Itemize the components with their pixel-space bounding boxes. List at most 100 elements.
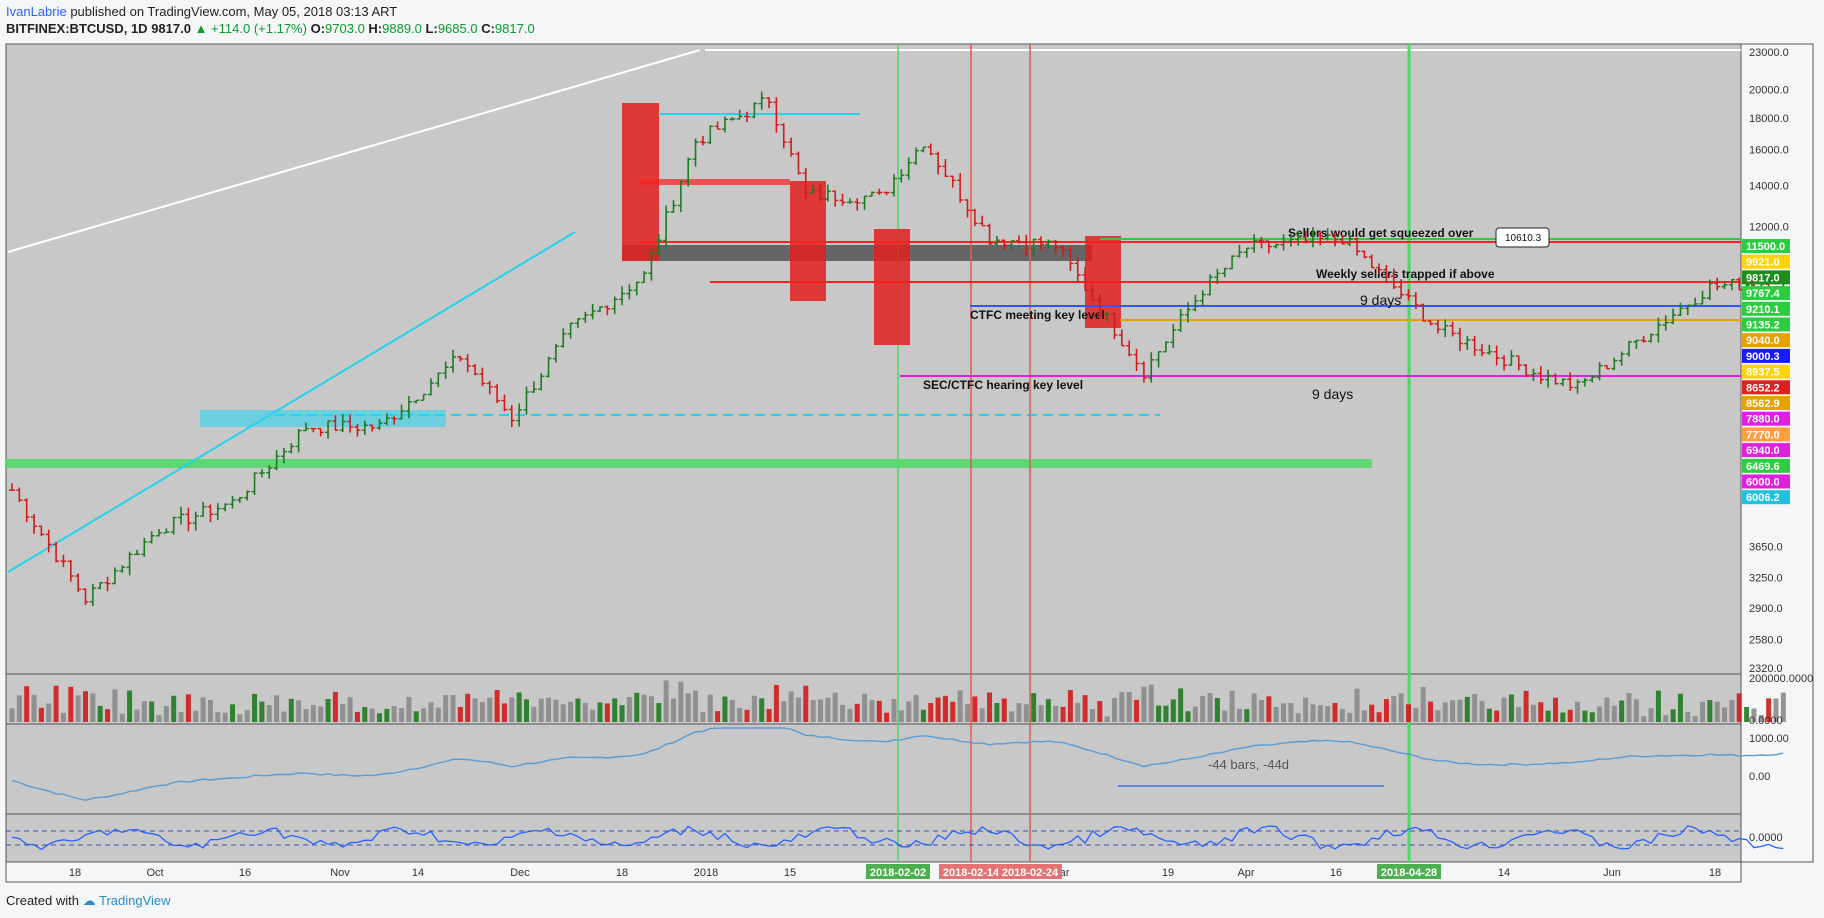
price-tick-label: 20000.0 xyxy=(1749,85,1789,97)
price-change: ▲ +114.0 (+1.17%) xyxy=(194,21,307,36)
volume-bar xyxy=(1067,690,1073,722)
annotation-9-days-2: 9 days xyxy=(1312,386,1353,402)
time-tick-label: 14 xyxy=(1498,867,1510,879)
volume-bar xyxy=(332,691,338,722)
date-marker-bg xyxy=(1377,864,1441,879)
volume-bar xyxy=(1214,697,1220,722)
volume-bar xyxy=(1023,704,1029,722)
tradingview-link[interactable]: TradingView xyxy=(99,893,171,908)
callout-box xyxy=(1495,227,1550,248)
oscillator-line xyxy=(11,727,1784,802)
price-label-bg xyxy=(1742,380,1790,395)
volume-bar xyxy=(1391,696,1397,722)
volume-bar xyxy=(575,698,581,722)
time-tick-label: 16 xyxy=(1330,867,1342,879)
volume-bar xyxy=(920,709,926,722)
volume-bar xyxy=(1633,699,1639,722)
volume-bar xyxy=(38,707,44,722)
volume-bar xyxy=(325,699,331,722)
volume-bar xyxy=(759,698,765,722)
volume-bar xyxy=(825,697,831,722)
volume-bar xyxy=(310,704,316,722)
price-tick-label: 16000.0 xyxy=(1749,144,1789,156)
last-price: 9817.0 xyxy=(151,21,191,36)
price-label-bg xyxy=(1742,317,1790,332)
volume-bar xyxy=(626,697,632,722)
volume-bar xyxy=(472,698,478,722)
volume-bar xyxy=(457,706,463,722)
volume-bar xyxy=(185,694,191,722)
time-tick-label: 19 xyxy=(1162,867,1174,879)
volume-bar xyxy=(663,680,669,722)
date-marker-label: 2018-04-28 xyxy=(1381,867,1437,879)
volume-bar xyxy=(524,699,529,722)
volume-bar xyxy=(1053,705,1059,722)
volume-bar xyxy=(1134,699,1140,722)
price-pane[interactable] xyxy=(5,43,1742,675)
volume-bar xyxy=(766,708,772,722)
price-label-bg xyxy=(1742,254,1790,269)
volume-bar xyxy=(112,689,118,722)
time-tick-label: 18 xyxy=(1709,867,1721,879)
volume-bar xyxy=(24,686,30,722)
volume-bar xyxy=(399,708,405,722)
volume-bar xyxy=(994,702,1000,722)
publish-info: published on TradingView.com, May 05, 20… xyxy=(66,4,398,19)
volume-bar xyxy=(1413,707,1419,722)
volume-bar xyxy=(707,694,713,722)
rsi-pane[interactable] xyxy=(5,813,1742,863)
volume-bar xyxy=(1060,706,1066,722)
annotation-weekly-sellers: Weekly sellers trapped if above xyxy=(1316,267,1495,281)
high-value: 9889.0 xyxy=(382,21,422,36)
volume-bar xyxy=(795,697,801,722)
volume-bar xyxy=(347,697,353,722)
volume-bar xyxy=(479,702,485,722)
time-tick-label: Dec xyxy=(510,867,530,879)
volume-bar xyxy=(1288,703,1294,722)
volume-bar xyxy=(1641,716,1647,722)
volume-bar xyxy=(1619,700,1625,722)
trend-line-white xyxy=(7,49,701,253)
volume-bar xyxy=(641,694,647,722)
volume-bar xyxy=(1648,708,1654,722)
symbol-ohlc-line: BITFINEX:BTCUSD, 1D 9817.0 ▲ +114.0 (+1.… xyxy=(6,21,535,36)
price-label-bg xyxy=(1742,333,1790,348)
volume-bar xyxy=(700,712,706,722)
volume-bar xyxy=(656,703,662,722)
rsi-layer xyxy=(6,824,1784,851)
volume-bar xyxy=(266,705,272,722)
volume-bar xyxy=(928,702,934,722)
volume-bar xyxy=(134,709,140,722)
time-tick-label: 18 xyxy=(616,867,628,879)
volume-axis-top: 200000.0000 xyxy=(1749,673,1813,685)
support-band xyxy=(6,459,1372,468)
price-label: 9000.3 xyxy=(1746,351,1780,363)
volume-bar xyxy=(9,708,15,722)
volume-bar xyxy=(1597,706,1603,722)
volume-bar xyxy=(465,693,471,722)
volume-bar xyxy=(1516,707,1522,722)
price-label-bg xyxy=(1742,286,1790,301)
volume-bar xyxy=(1303,697,1309,722)
volume-bar xyxy=(384,708,390,722)
volume-bar xyxy=(788,691,794,722)
volume-bar xyxy=(509,697,515,722)
volume-bar xyxy=(832,692,838,722)
author-link[interactable]: IvanLabrie xyxy=(6,4,67,19)
oscillator-pane[interactable] xyxy=(5,723,1742,815)
volume-bar xyxy=(1031,693,1037,722)
volume-bar xyxy=(1207,693,1213,722)
low-value: 9685.0 xyxy=(437,21,478,36)
volume-bar xyxy=(876,700,882,722)
rsi-line xyxy=(11,824,1784,851)
volume-bar xyxy=(560,704,566,722)
volume-bar xyxy=(163,705,169,722)
tradingview-logo-icon[interactable]: ☁ xyxy=(82,893,96,908)
volume-bar xyxy=(847,708,853,722)
price-label: 11500.0 xyxy=(1746,241,1785,253)
volume-bar xyxy=(1722,707,1728,722)
volume-bar xyxy=(413,711,419,722)
volume-bar xyxy=(1001,698,1007,722)
volume-bar xyxy=(178,712,184,722)
